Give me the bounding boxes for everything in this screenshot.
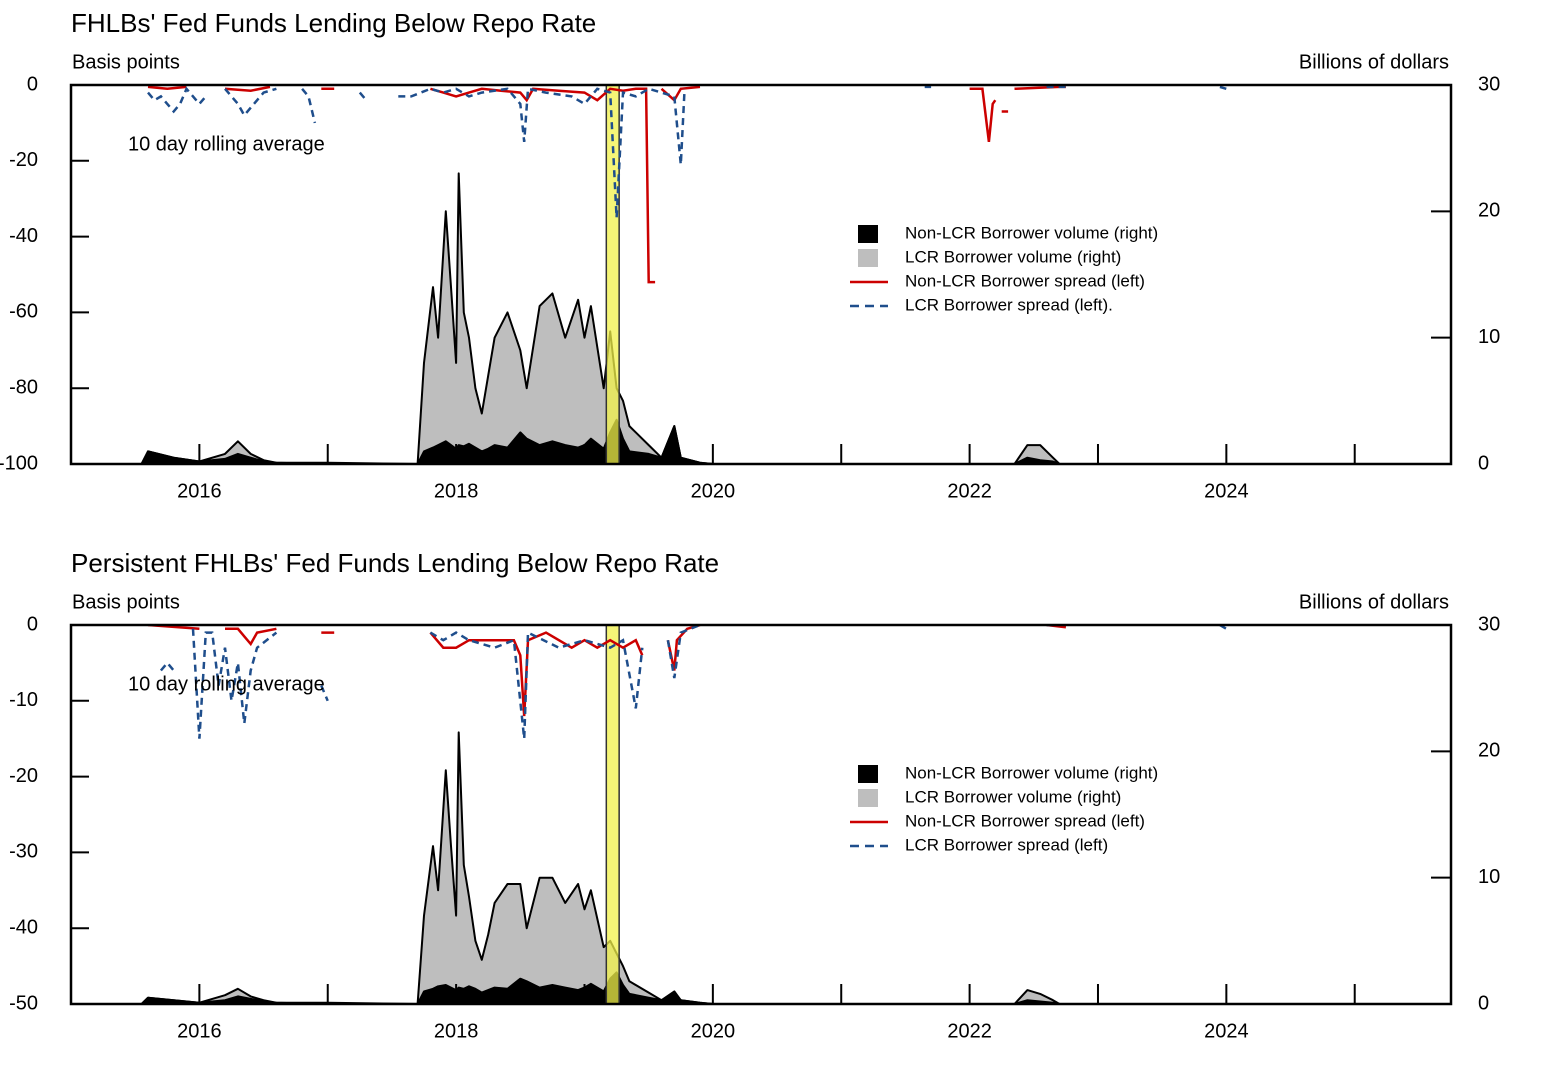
y2-axis-label: Billions of dollars xyxy=(1299,51,1449,73)
volume-area xyxy=(140,731,1446,1004)
y-axis-label: Basis points xyxy=(72,591,180,613)
volume-area xyxy=(140,971,1446,1004)
x-tick-label: 2024 xyxy=(1204,1020,1249,1042)
plot xyxy=(140,85,1446,464)
y2-tick-label: 30 xyxy=(1478,73,1500,95)
x-tick-label: 2024 xyxy=(1204,480,1249,502)
annotation: 10 day rolling average xyxy=(128,673,325,695)
y2-tick-label: 10 xyxy=(1478,866,1500,888)
plot xyxy=(140,625,1446,1004)
legend-text: Non-LCR Borrower volume (right) xyxy=(905,763,1158,782)
legend-text: LCR Borrower spread (left) xyxy=(905,835,1108,854)
legend-swatch xyxy=(858,765,878,783)
y-tick-label: -50 xyxy=(9,992,38,1014)
y2-tick-label: 0 xyxy=(1478,452,1489,474)
legend-swatch xyxy=(858,789,878,807)
y2-axis-label: Billions of dollars xyxy=(1299,591,1449,613)
legend-text: LCR Borrower volume (right) xyxy=(905,787,1121,806)
legend-text: LCR Borrower volume (right) xyxy=(905,247,1121,266)
legend-swatch xyxy=(858,249,878,267)
x-tick-label: 2018 xyxy=(434,480,479,502)
y-tick-label: -10 xyxy=(9,689,38,711)
legend-text: LCR Borrower spread (left). xyxy=(905,295,1113,314)
legend-swatch xyxy=(858,225,878,243)
legend-text: Non-LCR Borrower volume (right) xyxy=(905,223,1158,242)
y-tick-label: -40 xyxy=(9,916,38,938)
y-tick-label: -40 xyxy=(9,225,38,247)
plot-frame xyxy=(69,83,1453,466)
x-tick-label: 2022 xyxy=(947,1020,992,1042)
chart-title: FHLBs' Fed Funds Lending Below Repo Rate xyxy=(71,8,596,38)
volume-area xyxy=(140,172,1446,464)
chart-title: Persistent FHLBs' Fed Funds Lending Belo… xyxy=(71,548,719,578)
x-tick-label: 2020 xyxy=(691,1020,736,1042)
x-tick-label: 2022 xyxy=(947,480,992,502)
x-tick-label: 2016 xyxy=(177,480,222,502)
y-tick-label: -100 xyxy=(0,452,38,474)
y2-tick-label: 10 xyxy=(1478,326,1500,348)
spread-line xyxy=(147,85,1227,218)
y-tick-label: -20 xyxy=(9,765,38,787)
y-tick-label: -30 xyxy=(9,841,38,863)
highlight-band xyxy=(605,85,620,464)
x-tick-label: 2018 xyxy=(434,1020,479,1042)
annotation: 10 day rolling average xyxy=(128,133,325,155)
spread-line xyxy=(159,625,1227,739)
y-tick-label: -80 xyxy=(9,376,38,398)
legend-text: Non-LCR Borrower spread (left) xyxy=(905,271,1145,290)
plot-frame xyxy=(69,623,1453,1006)
y2-tick-label: 0 xyxy=(1478,992,1489,1014)
y2-tick-label: 30 xyxy=(1478,613,1500,635)
y-tick-label: -60 xyxy=(9,301,38,323)
x-tick-label: 2020 xyxy=(691,480,736,502)
legend-text: Non-LCR Borrower spread (left) xyxy=(905,811,1145,830)
y-tick-label: 0 xyxy=(27,613,38,635)
volume-area xyxy=(140,418,1446,464)
highlight-band xyxy=(605,625,620,1004)
y2-tick-label: 20 xyxy=(1478,740,1500,762)
y-tick-label: 0 xyxy=(27,73,38,95)
y2-tick-label: 20 xyxy=(1478,200,1500,222)
y-axis-label: Basis points xyxy=(72,51,180,73)
x-tick-label: 2016 xyxy=(177,1020,222,1042)
spread-line xyxy=(147,85,1066,284)
y-tick-label: -20 xyxy=(9,149,38,171)
